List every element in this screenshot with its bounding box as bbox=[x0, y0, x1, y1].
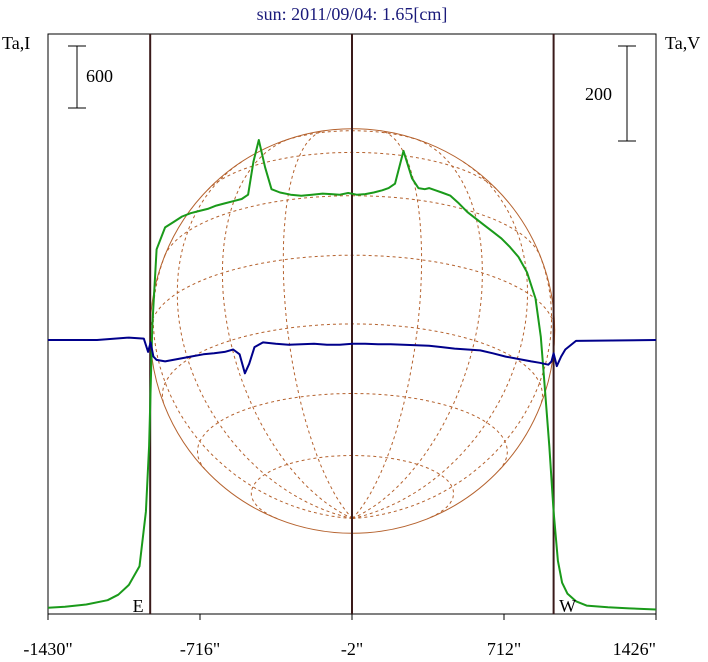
longitude-line bbox=[221, 139, 353, 519]
longitude-line bbox=[152, 251, 353, 519]
scale-bar-left-label: 600 bbox=[86, 66, 113, 86]
latitude-line bbox=[250, 454, 455, 520]
x-tick-label: 1426" bbox=[613, 639, 656, 659]
limb-marker-w: W bbox=[559, 596, 576, 616]
series-line-v bbox=[48, 336, 657, 375]
longitude-line bbox=[352, 251, 553, 519]
limb-marker-e: E bbox=[133, 596, 144, 616]
series-line-i bbox=[47, 139, 657, 611]
chart-title: sun: 2011/09/04: 1.65[cm] bbox=[257, 4, 448, 24]
left-axis-label: Ta,I bbox=[2, 33, 30, 53]
longitude-line bbox=[176, 160, 353, 519]
longitude-line bbox=[352, 139, 483, 519]
longitude-line bbox=[352, 160, 529, 519]
scale-bar-left: 600 bbox=[68, 45, 113, 109]
scale-bar-right: 200 bbox=[585, 45, 636, 142]
longitude-line bbox=[282, 130, 353, 519]
x-tick-label: -1430" bbox=[23, 639, 72, 659]
x-tick-label: -716" bbox=[180, 639, 220, 659]
limb-center-lines bbox=[149, 34, 555, 614]
x-tick-label: 712" bbox=[487, 639, 521, 659]
x-axis-ticks: -1430" -716" -2" 712" 1426" bbox=[23, 614, 657, 659]
right-axis-label: Ta,V bbox=[665, 33, 700, 53]
x-tick-label: -2" bbox=[341, 639, 363, 659]
series-group bbox=[47, 139, 657, 611]
scale-bar-right-label: 200 bbox=[585, 84, 612, 104]
